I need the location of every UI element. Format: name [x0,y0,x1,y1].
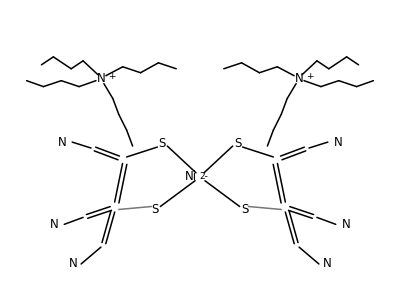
Text: N: N [334,136,342,149]
Text: S: S [159,137,166,149]
Text: +: + [306,72,314,81]
Text: N: N [295,72,304,85]
Text: N: N [57,136,66,149]
Text: N: N [323,257,332,271]
Text: N: N [342,218,350,231]
Text: 2-: 2- [199,172,208,181]
Text: S: S [152,203,159,216]
Text: Ni: Ni [185,170,197,183]
Text: N: N [97,72,105,85]
Text: +: + [108,72,115,81]
Text: N: N [50,218,58,231]
Text: N: N [69,257,77,271]
Text: S: S [234,137,241,149]
Text: S: S [241,203,248,216]
